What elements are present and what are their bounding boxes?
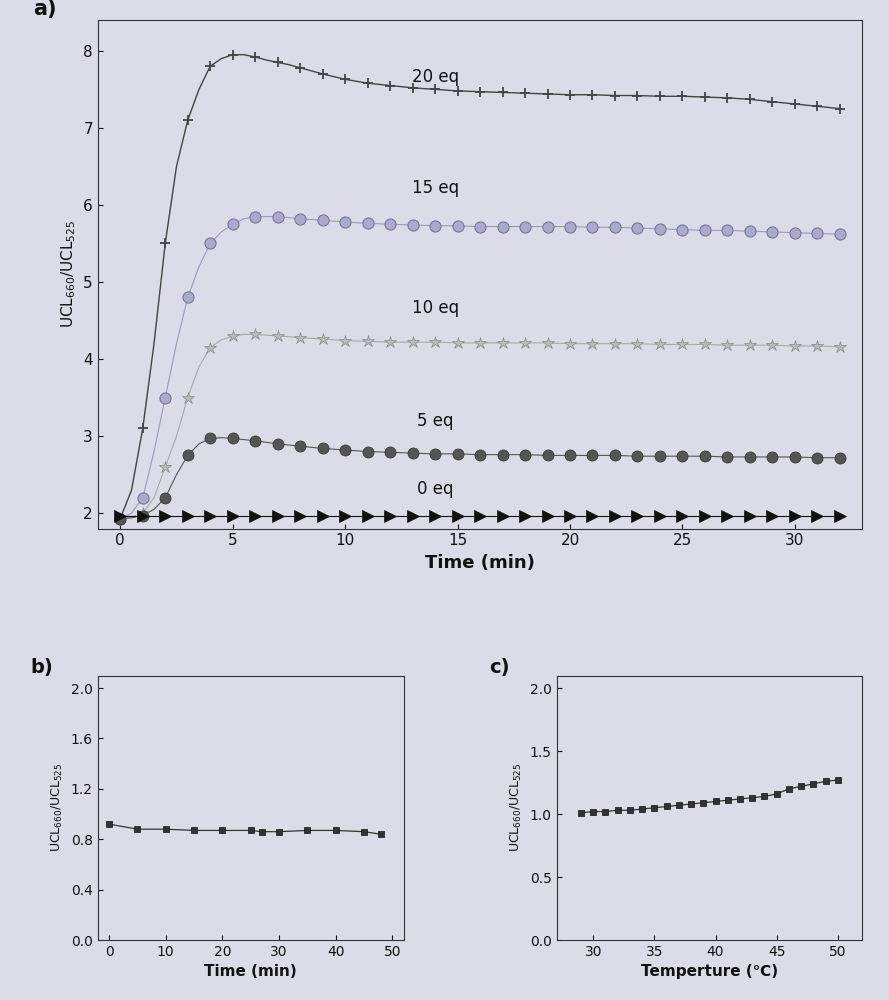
Text: 15 eq: 15 eq	[412, 179, 459, 197]
Y-axis label: UCL$_{660}$/UCL$_{525}$: UCL$_{660}$/UCL$_{525}$	[50, 763, 65, 852]
Text: a): a)	[33, 0, 56, 19]
X-axis label: Temperture (℃): Temperture (℃)	[641, 964, 778, 979]
Y-axis label: UCL$_{660}$/UCL$_{525}$: UCL$_{660}$/UCL$_{525}$	[509, 763, 525, 852]
Text: c): c)	[489, 658, 509, 677]
Y-axis label: UCL$_{660}$/UCL$_{525}$: UCL$_{660}$/UCL$_{525}$	[59, 220, 77, 328]
Text: 20 eq: 20 eq	[412, 68, 459, 86]
Text: 10 eq: 10 eq	[412, 299, 459, 317]
Text: 0 eq: 0 eq	[417, 480, 453, 498]
X-axis label: Time (min): Time (min)	[425, 554, 535, 572]
Text: 5 eq: 5 eq	[417, 412, 453, 430]
X-axis label: Time (min): Time (min)	[204, 964, 297, 979]
Text: b): b)	[30, 658, 53, 677]
